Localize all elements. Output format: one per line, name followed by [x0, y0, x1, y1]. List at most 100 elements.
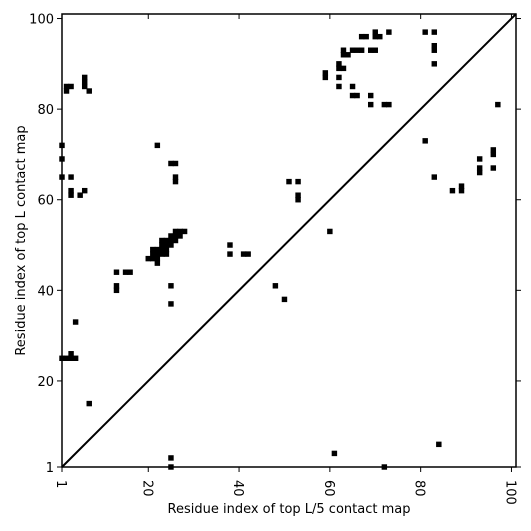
contact-point: [163, 246, 170, 253]
contact-point: [63, 355, 70, 361]
contact-point: [422, 29, 428, 35]
x-tick-label: 80: [412, 480, 427, 497]
contact-point: [349, 83, 356, 90]
contact-point: [154, 255, 161, 262]
y-tick-label: 60: [37, 194, 54, 209]
contact-point: [431, 61, 438, 67]
contact-point: [154, 260, 161, 266]
contact-point: [322, 74, 329, 81]
contact-point: [295, 192, 301, 198]
contact-point: [168, 233, 174, 239]
contact-point: [431, 174, 438, 180]
contact-point: [154, 142, 161, 149]
contact-point: [159, 242, 165, 248]
contact-point: [286, 178, 292, 185]
contact-point: [81, 83, 88, 90]
contact-point: [340, 52, 347, 58]
contact-point: [372, 29, 378, 35]
contact-point: [340, 65, 347, 72]
contact-point: [327, 228, 333, 235]
contact-point: [476, 165, 483, 171]
contact-point: [372, 33, 378, 40]
contact-point: [172, 178, 179, 185]
contact-point: [163, 251, 170, 257]
diagonal-line: [61, 13, 517, 468]
contact-point: [476, 169, 483, 176]
contact-point: [68, 355, 74, 361]
contact-point: [172, 233, 179, 239]
contact-point: [168, 455, 174, 461]
contact-point: [490, 147, 497, 153]
contact-point: [150, 246, 156, 253]
y-tick-label: 100: [29, 13, 54, 28]
contact-point: [86, 400, 92, 407]
contact-point: [77, 192, 83, 198]
contact-point: [159, 251, 165, 257]
contact-point: [354, 47, 360, 53]
contact-point: [127, 269, 133, 275]
contact-point: [145, 255, 151, 262]
contact-point: [154, 251, 161, 257]
contact-point: [68, 351, 74, 357]
contact-point: [159, 246, 165, 253]
contact-point: [81, 187, 88, 194]
contact-point: [336, 65, 342, 72]
contact-point: [449, 187, 456, 194]
contact-point: [458, 183, 465, 189]
x-tick-label: 60: [321, 480, 336, 497]
y-tick-label: 40: [37, 284, 54, 299]
contact-point: [295, 197, 301, 203]
contact-point: [113, 287, 120, 294]
contact-point: [331, 450, 338, 457]
contact-point: [358, 47, 365, 53]
contact-point: [227, 251, 233, 257]
contact-point: [336, 61, 342, 67]
contact-point: [68, 192, 74, 198]
contact-point: [349, 47, 356, 53]
contact-point: [363, 33, 369, 40]
x-tick-label: 40: [230, 480, 245, 497]
contact-point: [177, 233, 183, 239]
contact-point: [431, 42, 438, 49]
contact-point: [458, 187, 465, 194]
contact-point: [227, 242, 233, 248]
contact-point: [172, 228, 179, 235]
contact-point: [168, 301, 174, 307]
contact-point: [340, 47, 347, 53]
contact-point: [63, 88, 70, 94]
contact-points: [59, 29, 501, 470]
contact-point: [68, 83, 74, 90]
contact-point: [367, 101, 374, 108]
contact-point: [86, 88, 92, 94]
contact-point: [386, 29, 392, 35]
contact-point: [81, 79, 88, 85]
contact-point: [68, 187, 74, 194]
x-tick-label: 100: [502, 480, 517, 505]
contact-point: [345, 52, 351, 58]
y-axis-label: Residue index of top L contact map: [14, 125, 29, 355]
contact-point: [372, 47, 378, 53]
contact-point: [163, 237, 170, 244]
contact-point: [113, 283, 120, 289]
contact-point: [168, 237, 174, 244]
contact-point: [381, 101, 388, 108]
y-tick-label: 80: [37, 103, 54, 118]
plot-area: [59, 13, 517, 470]
contact-point: [322, 70, 329, 76]
contact-point: [476, 156, 483, 162]
contact-point: [163, 242, 170, 248]
contact-point: [181, 228, 188, 235]
contact-point: [72, 319, 79, 325]
x-axis-label: Residue index of top L/5 contact map: [168, 502, 411, 517]
x-tick-label: 20: [139, 480, 154, 497]
contact-point: [431, 29, 438, 35]
contact-point: [295, 178, 301, 185]
contact-point: [490, 151, 497, 158]
contact-point: [245, 251, 251, 257]
contact-point: [172, 160, 179, 167]
contact-point: [336, 74, 342, 81]
contact-point: [122, 269, 129, 275]
contact-point: [168, 242, 174, 248]
contact-point: [431, 47, 438, 53]
